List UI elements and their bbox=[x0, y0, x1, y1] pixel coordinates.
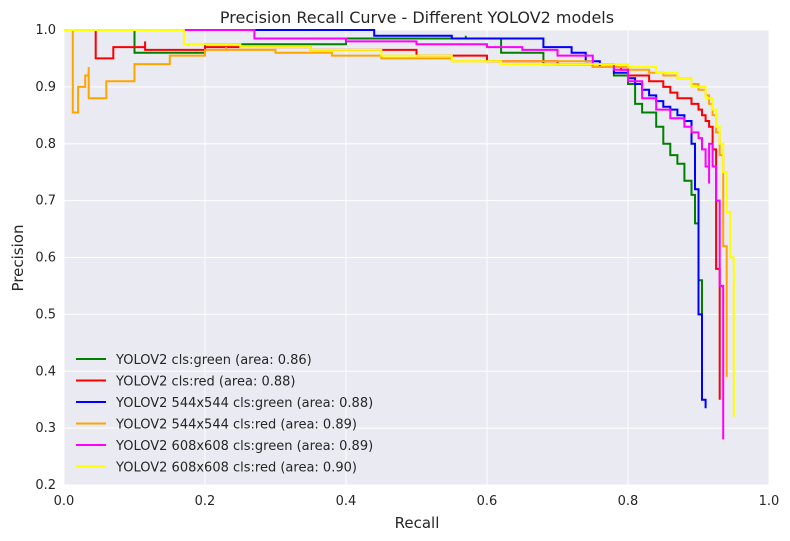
y-tick-label: 0.2 bbox=[35, 478, 56, 493]
series-lines bbox=[64, 29, 735, 440]
legend-entry-label: YOLOV2 544x544 cls:green (area: 0.88) bbox=[115, 396, 373, 411]
y-axis-label: Precision bbox=[9, 225, 27, 292]
series-line-6 bbox=[64, 29, 735, 417]
legend-entry-label: YOLOV2 608x608 cls:green (area: 0.89) bbox=[115, 439, 373, 454]
grid-lines bbox=[63, 29, 770, 486]
legend-entry-label: YOLOV2 cls:green (area: 0.86) bbox=[115, 353, 312, 368]
y-tick-label: 0.7 bbox=[35, 194, 56, 209]
y-tick-label: 1.0 bbox=[35, 23, 56, 38]
legend: YOLOV2 cls:green (area: 0.86) YOLOV2 cls:… bbox=[76, 353, 373, 476]
y-tick-label: 0.3 bbox=[35, 421, 56, 436]
y-tick-label: 0.5 bbox=[35, 307, 56, 322]
series-line-4 bbox=[64, 29, 728, 377]
x-tick-label: 0.2 bbox=[195, 494, 216, 509]
x-tick-labels: 0.0 0.2 0.4 0.6 0.8 1.0 bbox=[54, 494, 780, 509]
y-tick-label: 0.4 bbox=[35, 364, 56, 379]
legend-entry-label: YOLOV2 608x608 cls:red (area: 0.90) bbox=[115, 461, 357, 476]
chart-title: Precision Recall Curve - Different YOLOV… bbox=[220, 8, 614, 27]
legend-entry-label: YOLOV2 544x544 cls:red (area: 0.89) bbox=[115, 418, 357, 433]
y-tick-label: 0.6 bbox=[35, 251, 56, 266]
legend-entry-label: YOLOV2 cls:red (area: 0.88) bbox=[115, 375, 296, 390]
series-line-2 bbox=[64, 29, 721, 400]
x-tick-label: 0.0 bbox=[54, 494, 75, 509]
x-tick-label: 0.6 bbox=[477, 494, 498, 509]
y-tick-label: 0.8 bbox=[35, 137, 56, 152]
y-tick-labels: 0.2 0.3 0.4 0.5 0.6 0.7 0.8 0.9 1.0 bbox=[35, 23, 56, 493]
series-line-3 bbox=[64, 29, 707, 409]
y-tick-label: 0.9 bbox=[35, 80, 56, 95]
x-axis-label: Recall bbox=[395, 514, 440, 532]
series-line-5 bbox=[64, 29, 725, 440]
x-tick-label: 0.8 bbox=[618, 494, 639, 509]
x-tick-label: 1.0 bbox=[759, 494, 780, 509]
x-tick-label: 0.4 bbox=[336, 494, 357, 509]
